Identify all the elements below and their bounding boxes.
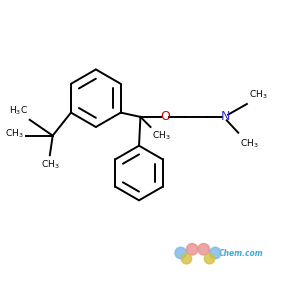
Text: Chem.com: Chem.com <box>219 249 264 258</box>
Text: CH$_3$: CH$_3$ <box>152 130 171 142</box>
Circle shape <box>204 254 215 264</box>
Circle shape <box>209 247 221 259</box>
Circle shape <box>198 244 209 255</box>
Text: O: O <box>160 110 170 123</box>
Circle shape <box>181 254 192 264</box>
Text: N: N <box>220 110 230 123</box>
Text: CH$_3$: CH$_3$ <box>249 88 268 101</box>
Text: CH$_3$: CH$_3$ <box>240 138 259 150</box>
Text: CH$_3$: CH$_3$ <box>40 159 59 171</box>
Text: H$_3$C: H$_3$C <box>9 104 28 117</box>
Circle shape <box>175 247 187 259</box>
Circle shape <box>187 244 198 255</box>
Text: CH$_3$: CH$_3$ <box>5 128 23 140</box>
